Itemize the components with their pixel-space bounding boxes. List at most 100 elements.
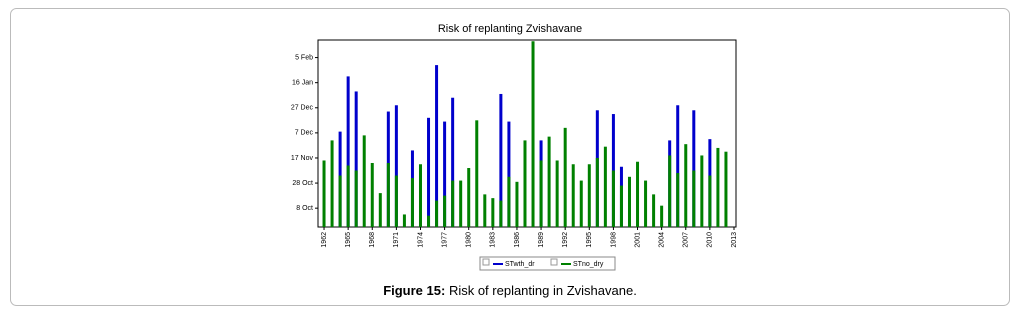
bar [338,175,342,227]
bar [330,140,334,227]
x-tick-label: 1977 [441,232,448,248]
bar [483,194,487,227]
legend-checkbox [482,258,490,266]
y-tick-label: 27 Dec [291,105,314,112]
bar [499,200,503,227]
bar [346,76,350,228]
bar [563,127,567,227]
bar [427,117,431,227]
bar [443,195,447,227]
bar [467,168,471,227]
x-tick-label: 1986 [514,232,521,248]
bar [451,180,455,227]
bar [459,180,463,227]
legend-label: STno_dry [573,261,604,268]
bar [443,121,447,227]
x-tick-label: 1998 [610,232,617,248]
bar [684,144,688,227]
bar [523,140,527,227]
bar [611,170,615,227]
y-tick-label: 17 Nov [291,155,314,162]
legend-checkbox [550,258,558,266]
x-tick-label: 1968 [369,232,376,248]
bar [362,135,366,227]
caption-text: Risk of replanting in Zvishavane. [449,283,637,298]
x-tick-label: 1980 [466,232,473,248]
bar [627,176,631,227]
y-tick-label: 28 Oct [292,180,313,187]
bar [418,164,422,227]
bar [394,175,398,227]
caption-label: Figure 15: [383,283,445,298]
bar [370,162,374,227]
y-tick-label: 16 Jan [292,80,313,87]
bar [539,160,543,227]
bar [435,65,439,227]
bar [724,151,728,227]
bar [451,97,455,228]
bar [676,173,680,227]
bar [587,164,591,227]
bar [475,120,479,227]
bar [507,121,511,227]
bar [322,160,326,227]
legend: STwth_dr STno_dry [479,256,616,271]
bar [579,180,583,227]
bar [636,161,640,227]
x-tick-label: 2007 [683,232,690,248]
bar [346,165,350,227]
bar [427,215,431,227]
chart-title: Risk of replanting Zvishavane [438,23,582,35]
bar [660,205,664,227]
bar [547,136,551,227]
bar [354,91,358,227]
x-tick-label: 1974 [417,232,424,248]
legend-label: STwth_dr [505,261,535,268]
x-tick-label: 2001 [634,232,641,248]
bar [435,200,439,227]
bar [410,178,414,227]
bar [692,110,696,227]
x-tick-label: 2004 [658,232,665,248]
bar [692,170,696,227]
x-tick-label: 1992 [562,232,569,248]
bar [507,176,511,227]
x-tick-label: 1983 [490,232,497,248]
bar [595,157,599,227]
bar [708,175,712,227]
bar [668,155,672,227]
bar [378,193,382,227]
bar [402,214,406,227]
bar [394,105,398,227]
bar [700,155,704,227]
x-tick-label: 1965 [345,232,352,248]
bar [603,146,607,227]
bar [676,105,680,227]
x-tick-label: 2013 [731,232,738,248]
x-tick-label: 1962 [321,232,328,248]
x-tick-label: 1971 [393,232,400,248]
x-tick-label: 1989 [538,232,545,248]
bar [652,194,656,227]
bar [716,147,720,227]
bar [571,164,575,227]
bar [644,180,648,227]
bar [499,93,503,227]
bar [555,160,559,227]
x-tick-label: 1995 [586,232,593,248]
x-tick-label: 2010 [707,232,714,248]
bar [515,181,519,227]
bar [491,198,495,227]
y-tick-label: 7 Dec [295,130,314,137]
bar [619,185,623,227]
bar [354,170,358,227]
bar [531,41,535,227]
y-tick-label: 8 Oct [296,205,313,212]
bar [386,162,390,227]
caption: Figure 15: Risk of replanting in Zvishav… [383,283,637,298]
y-tick-label: 5 Feb [295,54,313,61]
plot-frame [317,39,737,228]
legend-box [479,256,616,271]
